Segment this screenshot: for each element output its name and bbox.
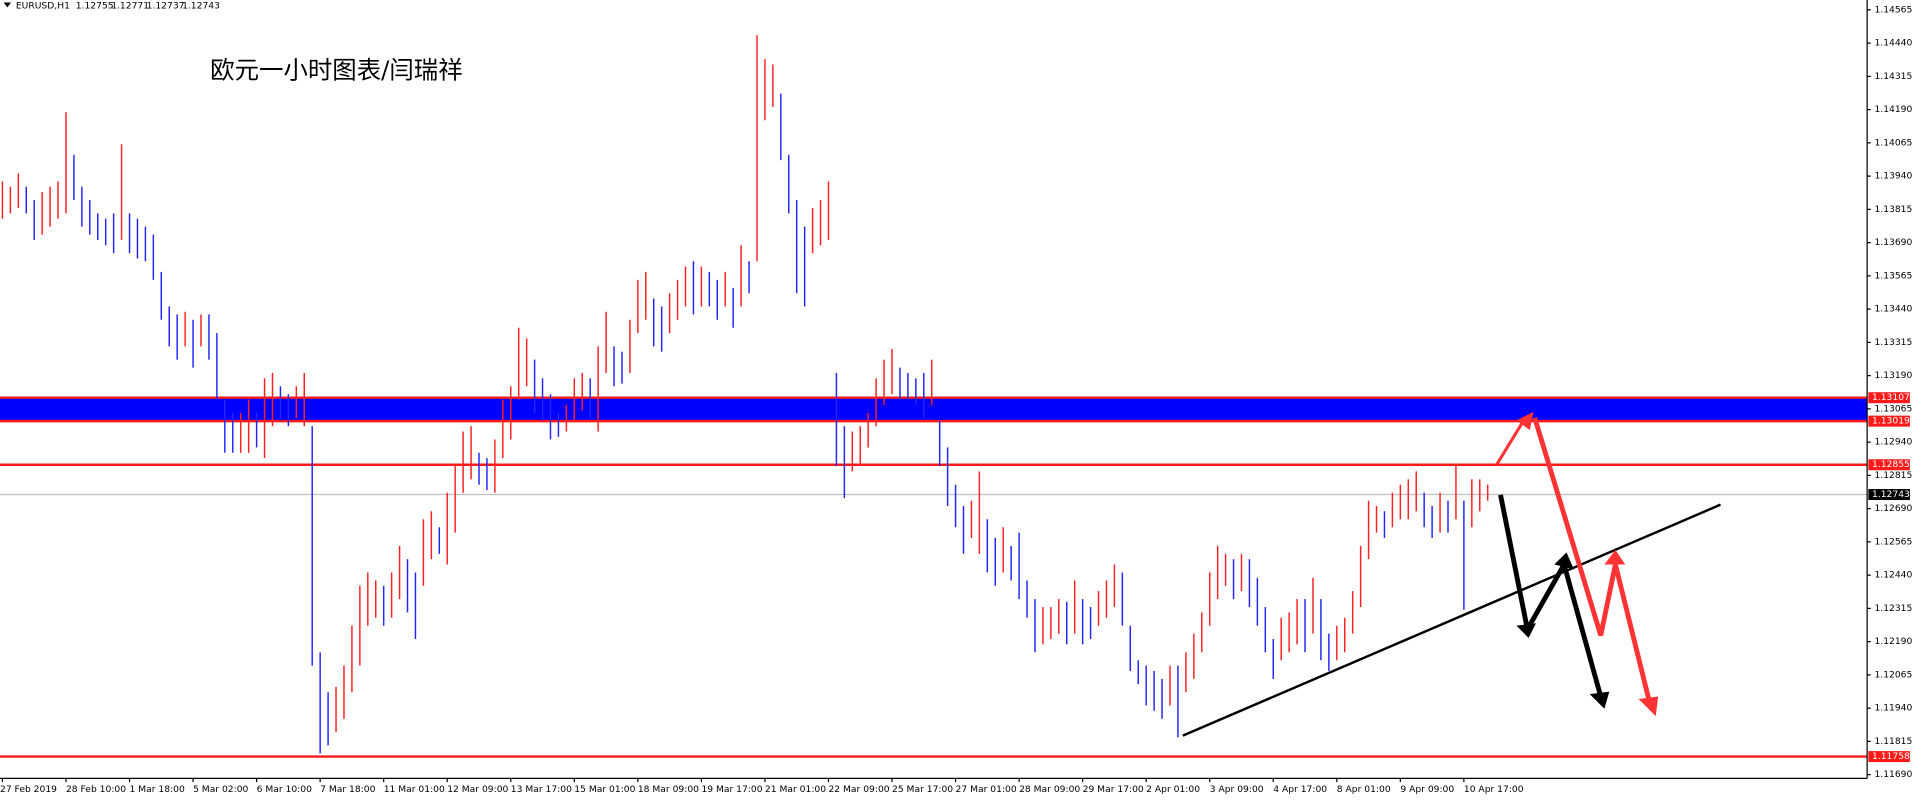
x-tick-label: 21 Mar 01:00: [765, 784, 826, 795]
y-tick-label: 1.11690: [1874, 769, 1912, 780]
x-tick-label: 29 Mar 17:00: [1083, 784, 1144, 795]
y-tick-label: 1.11815: [1874, 736, 1912, 747]
y-tick-label: 1.13440: [1874, 304, 1912, 315]
y-tick-label: 1.13940: [1874, 171, 1912, 182]
level-label-box: [1868, 751, 1910, 763]
black-arrow: [1498, 494, 1604, 698]
quote-close: 1.12743: [182, 1, 220, 12]
x-tick-label: 10 Apr 17:00: [1464, 784, 1524, 795]
level-label: 1.12855: [1872, 459, 1910, 470]
y-tick-label: 1.14315: [1874, 71, 1912, 82]
red-arrow-head: [1604, 549, 1626, 565]
x-tick-label: 15 Mar 01:00: [574, 784, 635, 795]
x-tick-label: 25 Mar 17:00: [892, 784, 953, 795]
y-tick-label: 1.13190: [1874, 370, 1912, 381]
level-label-box: [1868, 415, 1910, 427]
x-tick-label: 12 Mar 09:00: [447, 784, 508, 795]
x-tick-label: 5 Mar 02:00: [193, 784, 248, 795]
x-tick-label: 13 Mar 17:00: [511, 784, 572, 795]
x-tick-label: 7 Mar 18:00: [320, 784, 375, 795]
y-tick-label: 1.12565: [1874, 536, 1912, 547]
x-tick-label: 11 Mar 01:00: [384, 784, 445, 795]
y-tick-label: 1.12815: [1874, 470, 1912, 481]
y-tick-label: 1.14065: [1874, 137, 1912, 148]
x-tick-label: 18 Mar 09:00: [638, 784, 699, 795]
quote-low: 1.12737: [147, 1, 185, 12]
y-tick-label: 1.12690: [1874, 503, 1912, 514]
black-arrow-head: [1554, 552, 1574, 570]
y-tick-label: 1.11940: [1874, 703, 1912, 714]
x-tick-label: 27 Mar 01:00: [956, 784, 1017, 795]
y-tick-label: 1.13815: [1874, 204, 1912, 215]
annotations: [1182, 411, 1721, 737]
level-label-box: [1868, 459, 1910, 471]
level-label: 1.11758: [1872, 751, 1910, 762]
current-price-box: [1868, 489, 1910, 501]
x-tick-label: 27 Feb 2019: [0, 784, 57, 795]
x-tick-label: 6 Mar 10:00: [257, 784, 312, 795]
x-tick-label: 8 Apr 01:00: [1337, 784, 1391, 795]
menu-icon[interactable]: [3, 2, 11, 8]
level-label: 1.13107: [1872, 392, 1910, 403]
y-tick-label: 1.14190: [1874, 104, 1912, 115]
x-tick-label: 22 Mar 09:00: [828, 784, 889, 795]
x-tick-label: 9 Apr 09:00: [1400, 784, 1454, 795]
red-arrow: [1532, 417, 1652, 704]
y-tick-label: 1.12940: [1874, 437, 1912, 448]
price-bars: [1, 35, 1489, 754]
trend-line: [1182, 503, 1721, 737]
resistance-band: [0, 397, 1868, 422]
y-tick-label: 1.13690: [1874, 237, 1912, 248]
symbol: EURUSD,H1: [16, 1, 70, 12]
x-tick-label: 1 Mar 18:00: [130, 784, 185, 795]
y-tick-label: 1.12440: [1874, 570, 1912, 581]
y-tick-label: 1.14565: [1874, 4, 1912, 15]
black-arrow-head: [1589, 691, 1610, 709]
x-tick-label: 28 Feb 10:00: [66, 784, 126, 795]
x-tick-label: 4 Apr 17:00: [1273, 784, 1327, 795]
quote-high: 1.12771: [111, 1, 149, 12]
level-label-box: [1868, 392, 1910, 404]
red-arrow-head: [1638, 696, 1659, 717]
y-tick-label: 1.14440: [1874, 38, 1912, 49]
x-tick-label: 3 Apr 09:00: [1210, 784, 1264, 795]
level-label: 1.13019: [1872, 416, 1910, 427]
red-arrow-head: [1516, 411, 1534, 431]
current-price-label: 1.12743: [1872, 489, 1910, 500]
y-tick-label: 1.13065: [1874, 403, 1912, 414]
quote-open: 1.12755: [76, 1, 114, 12]
y-tick-label: 1.12065: [1874, 669, 1912, 680]
y-tick-label: 1.12315: [1874, 603, 1912, 614]
axis-labels: 1.14565 1.14440 1.14315 1.14190 1.14065 1.139…: [0, 4, 1912, 795]
chart-title: 欧元一小时图表/闫瑞祥: [210, 56, 462, 85]
x-tick-label: 28 Mar 09:00: [1019, 784, 1080, 795]
x-tick-label: 2 Apr 01:00: [1146, 784, 1200, 795]
x-tick-label: 19 Mar 17:00: [701, 784, 762, 795]
red-arrow: [1495, 419, 1526, 466]
y-tick-label: 1.13315: [1874, 337, 1912, 348]
y-tick-label: 1.13565: [1874, 270, 1912, 281]
black-arrow-head: [1516, 623, 1536, 638]
y-tick-label: 1.12190: [1874, 636, 1912, 647]
